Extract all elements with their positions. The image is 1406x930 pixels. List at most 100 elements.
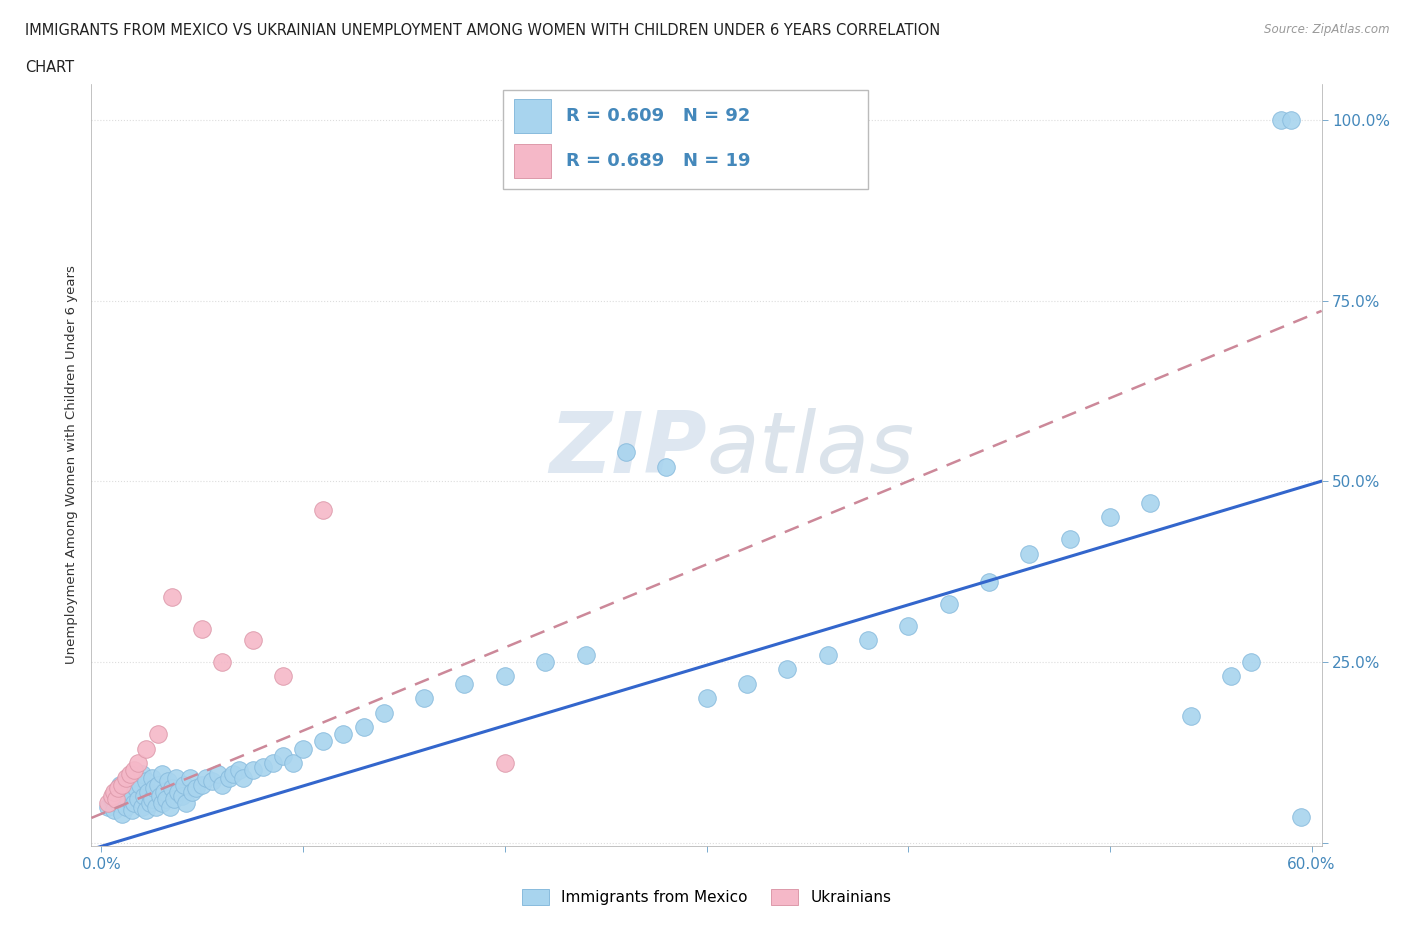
Point: [153, 785, 176, 800]
Point: [121, 803, 143, 817]
Point: [221, 766, 243, 781]
Point: [174, 795, 197, 810]
Point: [96, 799, 118, 814]
Point: [160, 590, 183, 604]
Point: [292, 741, 315, 756]
Point: [191, 777, 214, 792]
Point: [111, 777, 134, 792]
Point: [207, 766, 229, 781]
Point: [938, 597, 960, 612]
Point: [1098, 510, 1121, 525]
Point: [146, 777, 169, 792]
Point: [332, 727, 354, 742]
Point: [127, 756, 149, 771]
Point: [494, 756, 516, 771]
Point: [132, 789, 155, 804]
Point: [163, 791, 186, 806]
Point: [103, 785, 125, 800]
Point: [146, 727, 169, 742]
Point: [107, 795, 129, 810]
Point: [114, 774, 136, 789]
Point: [122, 763, 145, 777]
Point: [186, 781, 208, 796]
Point: [150, 795, 173, 810]
Point: [111, 806, 134, 821]
Point: [104, 785, 127, 800]
Point: [142, 781, 165, 796]
Point: [211, 777, 233, 792]
Point: [181, 785, 204, 800]
Text: atlas: atlas: [706, 408, 914, 491]
Point: [141, 770, 163, 785]
Legend: Immigrants from Mexico, Ukrainians: Immigrants from Mexico, Ukrainians: [516, 883, 897, 911]
Bar: [515, 99, 551, 133]
Point: [157, 774, 180, 789]
Point: [312, 734, 335, 749]
Point: [413, 691, 436, 706]
Point: [195, 770, 218, 785]
Point: [1240, 655, 1263, 670]
Point: [160, 781, 183, 796]
Point: [211, 655, 233, 670]
Point: [135, 803, 157, 817]
Point: [96, 795, 118, 810]
Point: [136, 785, 159, 800]
Point: [1291, 810, 1313, 825]
Point: [1219, 669, 1241, 684]
Point: [232, 770, 254, 785]
Point: [271, 749, 294, 764]
Point: [1018, 546, 1040, 561]
Point: [1139, 496, 1161, 511]
Point: [897, 618, 920, 633]
Point: [121, 770, 143, 785]
Point: [114, 799, 136, 814]
Point: [735, 676, 758, 691]
Text: R = 0.609   N = 92: R = 0.609 N = 92: [567, 107, 751, 125]
Point: [165, 770, 187, 785]
Text: ZIP: ZIP: [548, 408, 706, 491]
Point: [149, 789, 172, 804]
Point: [159, 799, 181, 814]
Point: [155, 791, 177, 806]
Point: [118, 766, 141, 781]
Point: [574, 647, 596, 662]
Point: [100, 791, 122, 806]
FancyBboxPatch shape: [503, 90, 868, 189]
Point: [125, 781, 148, 796]
Text: CHART: CHART: [25, 60, 75, 75]
Point: [262, 756, 284, 771]
Point: [179, 770, 201, 785]
Point: [150, 766, 173, 781]
Point: [131, 766, 153, 781]
Point: [1279, 113, 1302, 127]
Point: [494, 669, 516, 684]
Text: IMMIGRANTS FROM MEXICO VS UKRAINIAN UNEMPLOYMENT AMONG WOMEN WITH CHILDREN UNDER: IMMIGRANTS FROM MEXICO VS UKRAINIAN UNEM…: [25, 23, 941, 38]
Point: [117, 791, 139, 806]
Point: [817, 647, 839, 662]
Point: [100, 789, 122, 804]
Point: [1180, 709, 1202, 724]
Text: Source: ZipAtlas.com: Source: ZipAtlas.com: [1264, 23, 1389, 36]
Point: [655, 459, 678, 474]
Point: [228, 763, 250, 777]
Point: [453, 676, 475, 691]
Point: [312, 503, 335, 518]
Point: [167, 785, 190, 800]
Point: [127, 791, 149, 806]
Point: [776, 662, 799, 677]
Point: [353, 720, 375, 735]
Point: [373, 705, 395, 720]
Point: [108, 777, 131, 792]
Point: [201, 774, 224, 789]
Point: [107, 781, 129, 796]
Point: [135, 774, 157, 789]
Point: [131, 799, 153, 814]
Y-axis label: Unemployment Among Women with Children Under 6 years: Unemployment Among Women with Children U…: [65, 266, 77, 664]
Point: [172, 789, 194, 804]
Point: [111, 781, 134, 796]
Point: [218, 770, 240, 785]
Point: [1270, 113, 1292, 127]
Point: [104, 791, 127, 806]
Point: [695, 691, 717, 706]
Point: [173, 777, 195, 792]
